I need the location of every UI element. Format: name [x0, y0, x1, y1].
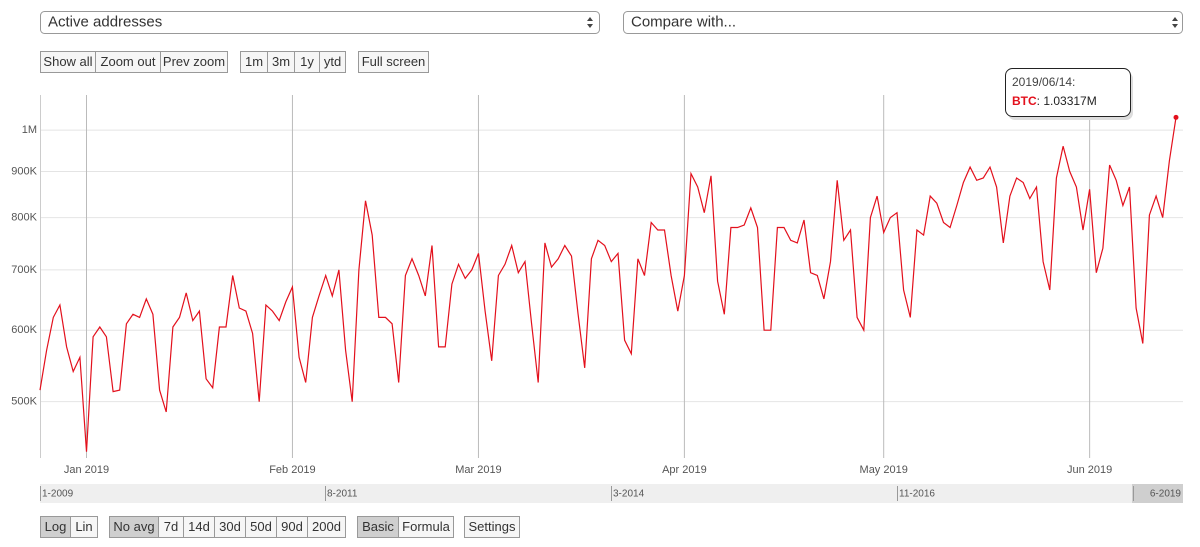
y-tick-label: 800K: [11, 211, 37, 223]
x-tick-label: Apr 2019: [662, 464, 707, 476]
button-label: 3m: [272, 54, 290, 69]
hover-marker: [1173, 114, 1179, 120]
button-label: Log: [45, 519, 67, 534]
navigator-selection[interactable]: [1132, 484, 1183, 503]
navigator-label: 1-2009: [42, 489, 74, 500]
button[interactable]: [464, 516, 520, 538]
button-label: 1m: [245, 54, 263, 69]
button-label: Full screen: [362, 54, 426, 69]
x-tick-label: Jun 2019: [1067, 464, 1112, 476]
tooltip-date: 2019/06/14:: [1012, 75, 1075, 89]
x-tick-label: Jan 2019: [64, 464, 109, 476]
metric-select-label: Active addresses: [48, 13, 162, 30]
button-label: Basic: [362, 519, 394, 534]
x-tick-label: Mar 2019: [455, 464, 501, 476]
y-tick-label: 500K: [11, 396, 37, 408]
x-tick-label: May 2019: [860, 464, 908, 476]
navigator-label: 8-2011: [327, 489, 358, 500]
button-label: 200d: [312, 519, 341, 534]
button-label: Formula: [402, 519, 450, 534]
data-line: [39, 117, 1177, 452]
button-label: Show all: [43, 54, 92, 69]
button-label: 50d: [250, 519, 272, 534]
button[interactable]: [358, 51, 429, 73]
button-label: 30d: [219, 519, 241, 534]
select-arrow: [1172, 17, 1178, 28]
compare-select-label: Compare with...: [631, 13, 736, 30]
y-tick-label: 900K: [11, 165, 37, 177]
button-label: 90d: [281, 519, 303, 534]
navigator-label: 6-2019: [1150, 489, 1182, 500]
button-label: No avg: [113, 519, 154, 534]
y-tick-label: 600K: [11, 324, 37, 336]
tooltip-value: : 1.03317M: [1037, 94, 1097, 108]
select-arrow: [587, 17, 593, 28]
tooltip: [1005, 68, 1131, 117]
navigator-label: 3-2014: [613, 489, 645, 500]
navigator-label: 11-2016: [899, 489, 935, 500]
button[interactable]: [70, 516, 98, 538]
button-label: ytd: [324, 54, 341, 69]
tooltip-series: BTC: [1012, 94, 1037, 108]
y-tick-label: 1M: [22, 124, 37, 136]
button-label: Lin: [75, 519, 92, 534]
button-label: 14d: [188, 519, 210, 534]
button-label: 1y: [300, 54, 314, 69]
button[interactable]: [307, 516, 346, 538]
button-label: 7d: [164, 519, 178, 534]
x-tick-label: Feb 2019: [269, 464, 315, 476]
button-label: Prev zoom: [163, 54, 225, 69]
button-label: Zoom out: [101, 54, 156, 69]
button-label: Settings: [469, 519, 516, 534]
compare-select[interactable]: [623, 11, 1183, 34]
button[interactable]: [160, 51, 228, 73]
button[interactable]: [398, 516, 454, 538]
button[interactable]: [319, 51, 346, 73]
y-tick-label: 700K: [11, 264, 37, 276]
metric-select[interactable]: [40, 11, 600, 34]
